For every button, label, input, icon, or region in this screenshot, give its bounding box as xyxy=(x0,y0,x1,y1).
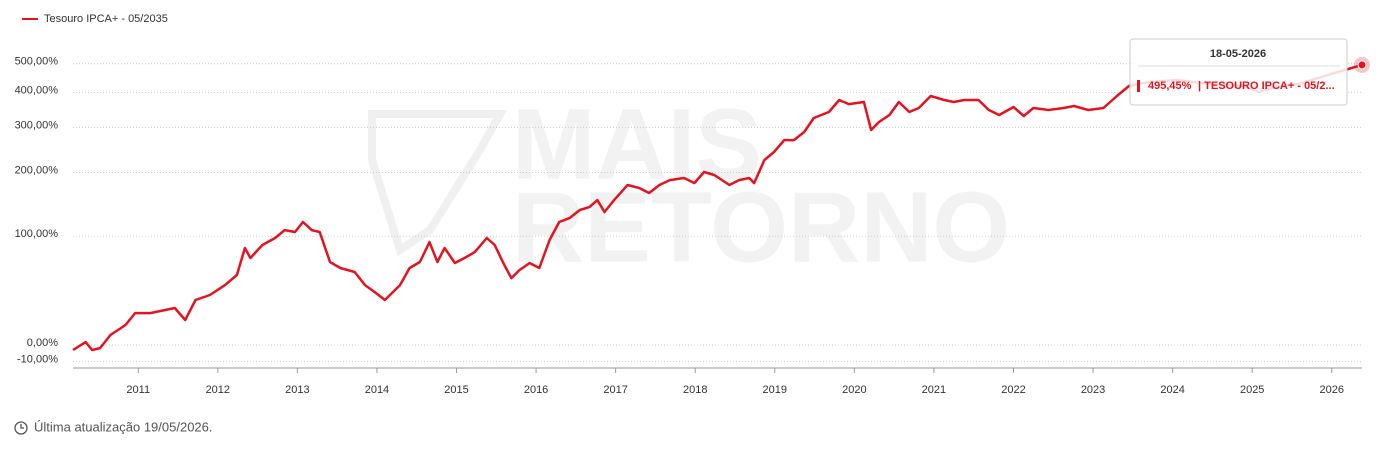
tooltip: 18-05-2026 495,45% | TESOURO IPCA+ - 05/… xyxy=(1129,38,1348,106)
tooltip-box xyxy=(1129,38,1348,106)
watermark: MAIS xyxy=(512,88,762,200)
x-tick-label: 2014 xyxy=(365,384,389,396)
x-tick-label: 2020 xyxy=(842,384,866,396)
clock-icon xyxy=(14,421,28,435)
watermark: RETORNO xyxy=(512,171,1010,283)
y-tick-label: 200,00% xyxy=(15,164,59,176)
x-tick-label: 2021 xyxy=(922,384,946,396)
tooltip-series: | TESOURO IPCA+ - 05/2... xyxy=(1198,80,1335,92)
x-tick-label: 2011 xyxy=(126,384,150,396)
y-tick-label: 500,00% xyxy=(15,56,59,68)
y-tick-label: 400,00% xyxy=(15,84,59,96)
series-line xyxy=(72,63,1363,352)
y-tick-label: -10,00% xyxy=(17,353,58,365)
watermark-logo xyxy=(368,110,507,257)
y-tick-label: 100,00% xyxy=(15,228,59,240)
grid: -10,00% 0,00% 100,00% 200,00% 300,00% 400,00%… xyxy=(15,56,1362,396)
footer: Última atualização 19/05/2026. xyxy=(14,419,213,435)
tooltip-date: 18-05-2026 xyxy=(1210,48,1266,60)
x-tick-label: 2016 xyxy=(524,384,548,396)
x-tick-label: 2019 xyxy=(763,384,787,396)
x-tick-label: 2023 xyxy=(1081,384,1105,396)
tooltip-marker xyxy=(1137,80,1140,92)
x-tick-label: 2022 xyxy=(1001,384,1025,396)
x-tick-label: 2013 xyxy=(285,384,309,396)
footer-text: Última atualização 19/05/2026. xyxy=(34,419,213,434)
x-tick-label: 2017 xyxy=(603,384,627,396)
y-tick-label: 300,00% xyxy=(15,119,59,131)
tooltip-value: 495,45% xyxy=(1148,80,1192,92)
plot xyxy=(72,56,1370,352)
x-tick-label: 2024 xyxy=(1160,384,1184,396)
hover-point xyxy=(1357,60,1367,70)
x-tick-label: 2025 xyxy=(1240,384,1264,396)
x-tick-label: 2015 xyxy=(444,384,468,396)
x-tick-label: 2018 xyxy=(683,384,707,396)
legend-label: Tesouro IPCA+ - 05/2035 xyxy=(44,13,168,25)
clock-hands xyxy=(20,424,24,429)
y-tick-label: 0,00% xyxy=(27,337,58,349)
x-tick-label: 2012 xyxy=(206,384,230,396)
x-tick-label: 2026 xyxy=(1320,384,1344,396)
